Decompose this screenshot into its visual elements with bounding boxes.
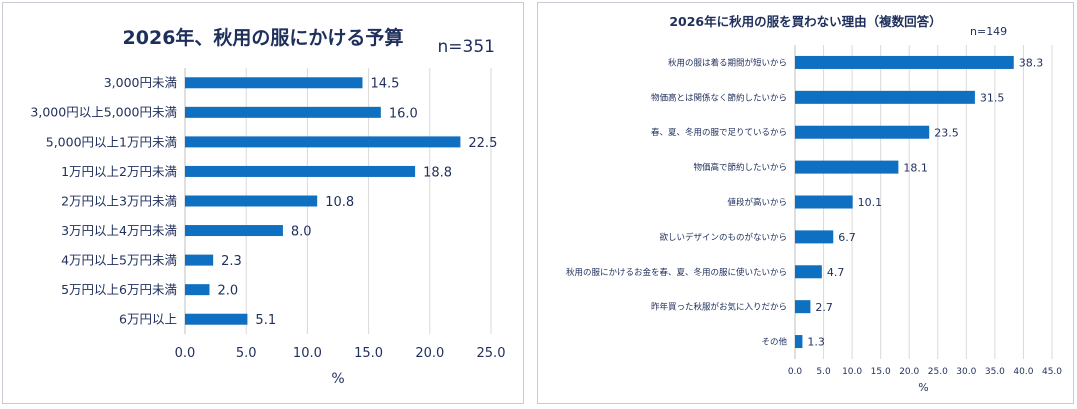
category-label: 5,000円以上1万円未満 (46, 134, 177, 149)
data-label: 23.5 (934, 126, 959, 139)
category-label: 1万円以上2万円未満 (61, 164, 177, 179)
data-label: 14.5 (370, 77, 399, 92)
category-label: 3,000円以上5,000円未満 (30, 105, 177, 120)
data-label: 22.5 (468, 136, 497, 151)
category-label: 3,000円未満 (104, 75, 177, 90)
x-tick-label: 5.0 (236, 346, 257, 361)
bar (185, 254, 214, 266)
x-tick-label: 10.0 (842, 367, 862, 377)
x-tick-label: 25.0 (928, 367, 948, 377)
x-tick-label: 5.0 (816, 367, 831, 377)
sample-size-label: n=149 (970, 25, 1008, 38)
bar (795, 55, 1014, 69)
bar (185, 106, 381, 118)
x-tick-label: 10.0 (293, 346, 322, 361)
bar (185, 284, 210, 296)
category-label: 春、夏、冬用の服で足りているから (651, 127, 787, 138)
data-label: 2.0 (217, 284, 238, 299)
category-label: 物価高で節約したいから (693, 162, 787, 173)
x-tick-label: 0.0 (788, 367, 803, 377)
data-label: 8.0 (291, 224, 312, 239)
bar (185, 165, 416, 177)
x-axis-label: % (918, 381, 928, 394)
bar (185, 225, 283, 237)
sample-size-label: n=351 (437, 37, 495, 57)
category-label: 3万円以上4万円未満 (61, 223, 177, 238)
data-label: 10.1 (858, 196, 883, 209)
category-label: 4万円以上5万円未満 (61, 252, 177, 267)
reasons-bar-chart: 0.0 5.0 10.0 15.0 20.0 25.0 30.0 35.0 40.0 45.0% 秋… (566, 45, 1062, 394)
x-tick-label: 35.0 (985, 367, 1005, 377)
data-label: 6.7 (838, 231, 856, 244)
chart-title: 2026年に秋用の服を買わない理由（複数回答） (669, 14, 942, 29)
category-label: 昨年買った秋服がお気に入りだから (651, 302, 787, 313)
data-label: 18.8 (423, 165, 452, 180)
data-label: 4.7 (827, 266, 845, 279)
bar (185, 195, 318, 207)
x-tick-label: 20.0 (415, 346, 444, 361)
x-tick-label: 40.0 (1013, 367, 1033, 377)
budget-bar-chart: 0.0 5.0 10.0 15.0 20.0 25.0% 3,000円未満 14.5 3,000… (30, 68, 506, 387)
category-label: 秋用の服は着る期間が短いから (668, 57, 787, 68)
category-label: 物価高とは関係なく節約したいから (651, 92, 787, 103)
x-tick-label: 30.0 (956, 367, 976, 377)
data-label: 16.0 (389, 106, 418, 121)
bar (185, 136, 461, 148)
bar (795, 90, 975, 104)
x-tick-label: 25.0 (477, 346, 506, 361)
bar (795, 195, 853, 209)
bar (185, 313, 248, 325)
category-label: 5万円以上6万円未満 (61, 282, 177, 297)
data-label: 2.7 (815, 301, 833, 314)
bar (795, 335, 803, 349)
data-label: 18.1 (903, 161, 928, 174)
x-axis-label: % (331, 371, 344, 387)
category-label: その他 (761, 337, 787, 348)
data-label: 31.5 (980, 92, 1005, 105)
x-tick-label: 20.0 (899, 367, 919, 377)
category-label: 6万円以上 (119, 312, 177, 327)
bar (795, 160, 899, 174)
x-tick-label: 15.0 (871, 367, 891, 377)
x-tick-label: 45.0 (1042, 367, 1062, 377)
bar (795, 300, 811, 314)
data-label: 5.1 (255, 313, 276, 328)
reasons-chart-panel: 2026年に秋用の服を買わない理由（複数回答） n=149 0.0 5.0 10.0… (537, 2, 1074, 404)
x-tick-label: 15.0 (354, 346, 383, 361)
category-label: 2万円以上3万円未満 (61, 193, 177, 208)
bar (795, 265, 822, 279)
chart-title: 2026年、秋用の服にかける予算 (122, 27, 404, 49)
category-label: 欲しいデザインのものがないから (659, 232, 787, 243)
budget-chart-panel: 2026年、秋用の服にかける予算 n=351 0.0 5.0 10.0 15.0 20.… (2, 2, 524, 404)
bar (795, 125, 930, 139)
bar (795, 230, 834, 244)
category-label: 値段が高いから (727, 197, 787, 208)
data-label: 2.3 (221, 254, 242, 269)
data-label: 38.3 (1019, 57, 1044, 70)
data-label: 10.8 (325, 195, 354, 210)
data-label: 1.3 (807, 336, 825, 349)
bar (185, 77, 363, 89)
category-label: 秋用の服にかけるお金を春、夏、冬用の服に使いたいから (566, 267, 787, 278)
x-tick-label: 0.0 (175, 346, 196, 361)
